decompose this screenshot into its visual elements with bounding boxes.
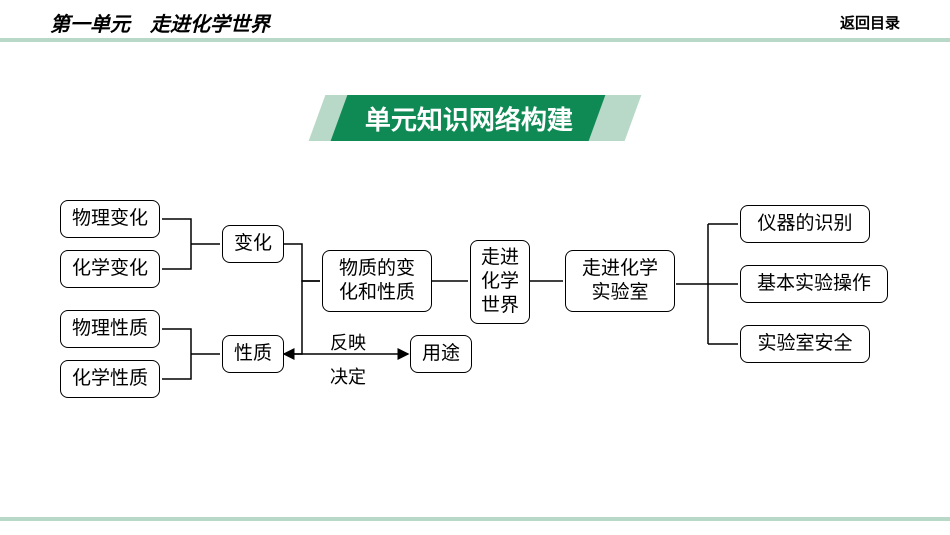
banner-title: 单元知识网络构建 [365, 100, 573, 137]
node-use: 用途 [410, 335, 472, 373]
header-bar: 第一单元 走进化学世界 返回目录 [0, 8, 950, 36]
node-chem_prop: 化学性质 [60, 360, 160, 398]
node-enter_lab: 走进化学 实验室 [565, 250, 675, 312]
concept-flowchart: 物理变化化学变化 变化物理性质化学性质 性质物质的变 化和性质用途 走进 化学 世界走… [60, 195, 890, 425]
node-prop: 性质 [222, 335, 284, 373]
header-underline [0, 38, 950, 42]
return-toc-link[interactable]: 返回目录 [840, 12, 900, 33]
node-phys_prop: 物理性质 [60, 310, 160, 348]
edge-label-reflect: 反映 [330, 329, 366, 355]
node-phys_change: 物理变化 [60, 200, 160, 238]
node-change: 变化 [222, 225, 284, 263]
footer-underline [0, 517, 950, 521]
banner: 单元知识网络构建 [0, 95, 950, 141]
node-basic_op: 基本实验操作 [740, 265, 888, 303]
node-matter: 物质的变 化和性质 [322, 250, 432, 312]
node-chem_change: 化学变化 [60, 250, 160, 288]
node-enter_world: 走进 化学 世界 [470, 240, 530, 324]
node-instrument: 仪器的识别 [740, 205, 870, 243]
node-safety: 实验室安全 [740, 325, 870, 363]
unit-title: 第一单元 走进化学世界 [50, 8, 270, 37]
banner-main: 单元知识网络构建 [331, 95, 620, 141]
edge-label-decide: 决定 [330, 363, 366, 389]
